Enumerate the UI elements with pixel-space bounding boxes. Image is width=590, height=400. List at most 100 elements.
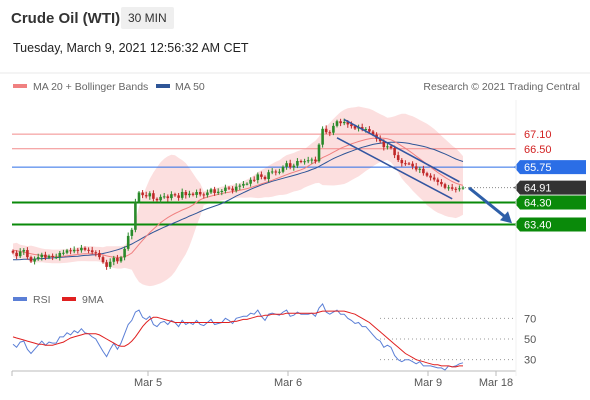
candle-body [51, 255, 54, 258]
candle-body [335, 121, 339, 126]
candle-body [346, 121, 350, 125]
candle-body [29, 257, 33, 262]
candle-body [44, 254, 47, 258]
level-label-support: 64.30 [524, 197, 552, 209]
candle-body [202, 194, 206, 196]
candle-body [126, 235, 130, 249]
candle-body [436, 179, 440, 182]
candle-body [177, 195, 180, 198]
level-label-resistance: 66.50 [524, 144, 552, 156]
candle-body [368, 129, 371, 132]
candle-body [310, 159, 314, 161]
candle-body [306, 160, 310, 162]
legend-label-ma50: MA 50 [175, 81, 205, 93]
candle-body [404, 163, 407, 165]
candle-body [263, 176, 267, 180]
candle-body [400, 160, 404, 164]
candle-body [159, 196, 162, 201]
candle-body [364, 129, 368, 131]
candle-body [285, 163, 288, 167]
trend-channel-layer [336, 118, 460, 200]
candle-body [281, 166, 285, 172]
candle-body [317, 144, 321, 162]
candle-body [173, 194, 177, 196]
candle-body [170, 194, 173, 199]
candle-body [443, 184, 447, 188]
candle-body [162, 196, 166, 198]
ma20-line [12, 137, 464, 258]
level-tag-support [514, 217, 586, 232]
candle-body [22, 250, 26, 252]
legend-label-9ma: 9MA [82, 294, 104, 306]
candle-body [116, 257, 119, 262]
candle-body [72, 249, 76, 252]
candle-body [90, 250, 94, 253]
rsi-tick-label: 30 [524, 355, 536, 367]
candle-body [382, 141, 386, 148]
candle-body [76, 249, 80, 251]
level-label-pivot: 65.75 [524, 162, 552, 174]
candle-body [141, 192, 144, 196]
legend-swatch-rsi [13, 297, 27, 301]
level-tag-support [514, 195, 586, 210]
candle-body [353, 126, 357, 129]
candle-body [245, 183, 249, 185]
x-axis-tick-label: Mar 18 [479, 377, 513, 389]
level-lines-layer [12, 133, 516, 226]
candle-body [342, 121, 346, 124]
candle-body [314, 159, 317, 162]
candle-body [371, 131, 375, 135]
candle-body [119, 257, 123, 262]
copyright-text: Research © 2021 Trading Central [423, 81, 580, 93]
candle-body [33, 258, 36, 262]
candle-body [227, 187, 231, 189]
rsi-legend: RSI 9MA [13, 294, 104, 306]
candle-body [299, 161, 303, 162]
candle-body [188, 193, 191, 196]
candle-body [62, 252, 65, 254]
candle-body [458, 188, 461, 190]
candle-body [278, 171, 281, 173]
candle-body [83, 247, 87, 250]
rsi-line [12, 302, 464, 371]
candle-body [65, 250, 69, 253]
candle-body [206, 192, 209, 196]
candle-body [40, 254, 44, 258]
level-label-resistance: 67.10 [524, 129, 552, 141]
candle-body [389, 146, 393, 149]
rsi-9ma-line [12, 310, 463, 368]
bollinger-band-layer [13, 106, 463, 287]
candle-body [270, 171, 274, 173]
timeframe-badge[interactable]: 30 MIN [121, 7, 174, 29]
rsi-tick-label: 50 [524, 334, 536, 346]
candle-body [195, 191, 198, 195]
candle-body [209, 189, 213, 193]
candle-body [267, 172, 270, 180]
x-axis-tick-label: Mar 9 [414, 377, 442, 389]
candle-body [234, 186, 238, 191]
candle-body [134, 201, 137, 230]
report-datetime: Tuesday, March 9, 2021 12:56:32 AM CET [13, 41, 249, 55]
candle-body [292, 165, 296, 168]
candle-body [98, 252, 101, 258]
candle-body [148, 193, 152, 197]
candle-body [198, 191, 202, 195]
candle-body [288, 163, 292, 168]
rsi-tick-label: 70 [524, 313, 536, 325]
candle-body [378, 138, 382, 142]
level-label-last: 64.91 [524, 183, 552, 195]
candle-body [386, 146, 389, 148]
legend-label-rsi: RSI [33, 294, 51, 306]
x-axis: Mar 5 Mar 6 Mar 9 Mar 18 [11, 100, 517, 389]
level-labels-layer: 67.10 66.50 65.75 64.91 64.30 63.40 [514, 129, 586, 232]
forecast-arrow-layer [468, 186, 512, 224]
candle-body [137, 192, 141, 202]
candle-body [422, 168, 425, 174]
candle-body [393, 148, 396, 156]
candle-body [454, 188, 458, 190]
candle-body [418, 168, 422, 170]
forecast-arrow-head [500, 211, 512, 224]
legend-swatch-ma20 [13, 84, 27, 88]
